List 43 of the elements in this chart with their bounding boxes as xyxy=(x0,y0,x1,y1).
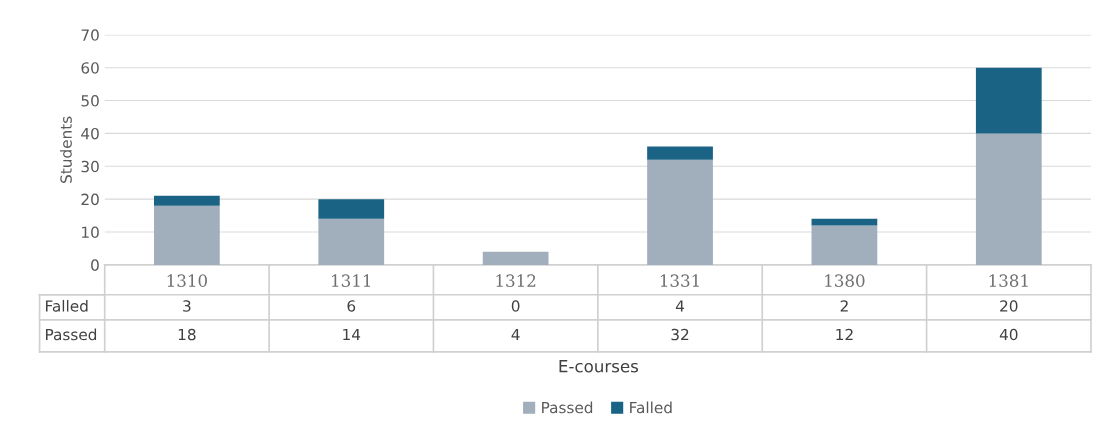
bar xyxy=(154,205,220,265)
y-tick-label: 10 xyxy=(82,226,99,239)
bar xyxy=(482,251,549,265)
x-axis-title: E-courses xyxy=(559,360,639,373)
data-label: 4 xyxy=(675,300,685,312)
bar xyxy=(318,218,385,265)
x-tick-label: 1380 xyxy=(825,274,865,287)
x-tick-label: 1312 xyxy=(496,274,536,287)
y-axis-title: Students xyxy=(60,116,72,183)
bar xyxy=(811,225,878,265)
y-tick-label: 40 xyxy=(81,127,99,140)
bar xyxy=(647,146,713,160)
text: Falled xyxy=(46,299,88,312)
data-label: 2 xyxy=(840,300,848,312)
data-label: 12 xyxy=(836,328,853,341)
y-tick-label: 20 xyxy=(81,193,99,206)
x-tick-label: 1331 xyxy=(660,274,699,287)
data-label: 32 xyxy=(671,328,689,341)
legend-label: Falled xyxy=(630,401,672,414)
data-label: 18 xyxy=(178,328,196,341)
data-label: 20 xyxy=(1000,300,1018,312)
data-label: 0 xyxy=(511,300,520,312)
y-tick-label: 0 xyxy=(91,259,99,271)
x-tick-label: 1311 xyxy=(332,274,371,287)
bar xyxy=(975,133,1042,265)
data-label: 6 xyxy=(347,300,356,312)
bar xyxy=(647,159,713,265)
bar xyxy=(975,67,1042,134)
bar xyxy=(811,218,878,226)
legend-label: Passed xyxy=(542,401,593,414)
x-tick-label: 1381 xyxy=(989,274,1028,287)
data-label: 3 xyxy=(183,300,191,312)
text: Passed xyxy=(46,328,97,341)
y-tick-label: 50 xyxy=(81,95,99,107)
bar xyxy=(154,195,220,206)
bar xyxy=(318,199,385,219)
y-tick-label: 30 xyxy=(81,160,99,173)
y-tick-label: 60 xyxy=(81,62,99,74)
x-tick-label: 1310 xyxy=(167,274,207,287)
data-label: 4 xyxy=(511,328,520,341)
data-label: 14 xyxy=(343,328,361,341)
y-tick-label: 70 xyxy=(81,29,99,41)
data-label: 40 xyxy=(999,328,1018,341)
